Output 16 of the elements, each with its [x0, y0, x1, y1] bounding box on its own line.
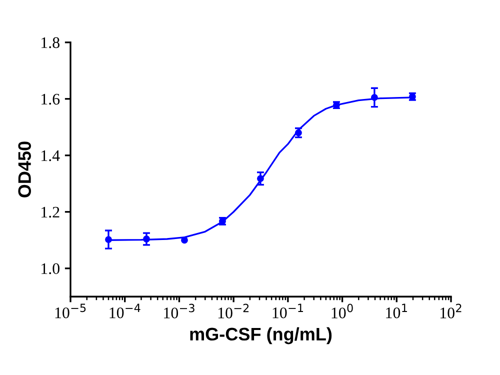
y-axis-title: OD450 — [18, 142, 31, 198]
y-tick-label: 1.2 — [42, 206, 60, 218]
x-tick-label: 10$^{2}$ — [440, 304, 462, 318]
x-tick-label: 10$^{1}$ — [386, 304, 407, 318]
y-tick-label: 1.6 — [42, 94, 60, 105]
y-tick-label: 1.8 — [42, 37, 60, 48]
x-tick-label: 10$^{−2}$ — [218, 304, 249, 318]
x-tick-label: 10$^{−4}$ — [110, 304, 140, 318]
point — [181, 236, 188, 244]
x-tick-label: 10$^{0}$ — [332, 304, 353, 318]
y-tick-label: 1.4 — [42, 150, 60, 162]
x-tick-label: 10$^{−3}$ — [164, 304, 194, 318]
x-tick-label: 10$^{−1}$ — [272, 304, 303, 318]
x-tick-label: 10$^{−5}$ — [55, 304, 86, 318]
x-axis-title: mG-CSF (ng/mL) — [190, 327, 332, 344]
y-tick-label: 1.0 — [42, 263, 60, 274]
